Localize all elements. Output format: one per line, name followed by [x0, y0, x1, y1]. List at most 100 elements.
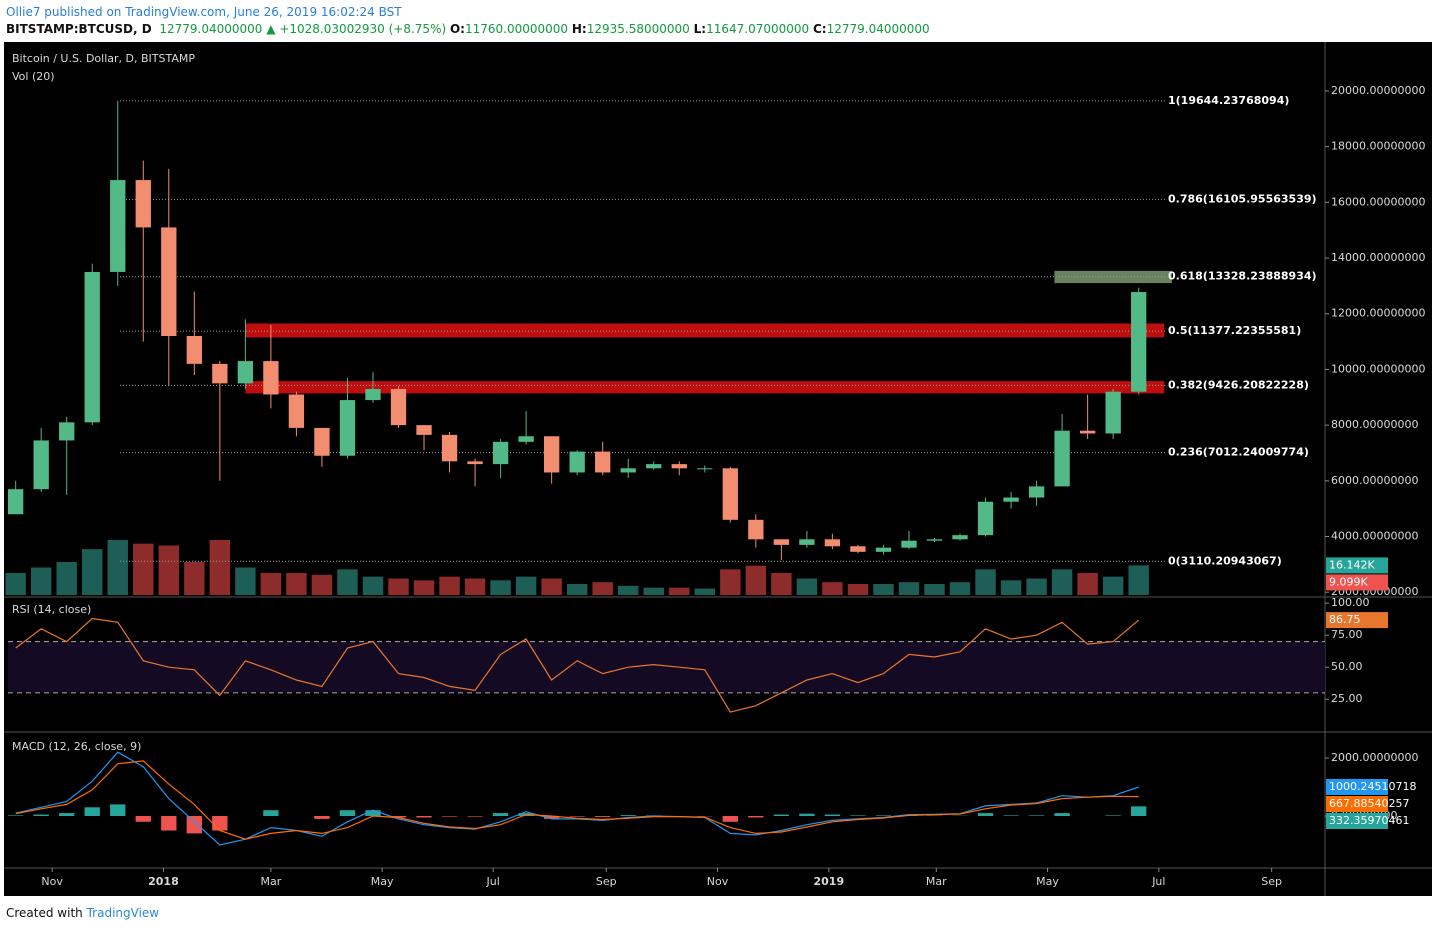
- candle-body: [1054, 430, 1070, 487]
- histogram-bar: [365, 810, 381, 817]
- volume-bar: [720, 569, 741, 595]
- volume-bar: [1102, 576, 1124, 595]
- brand[interactable]: TradingView: [86, 906, 160, 920]
- fib-label: 0.5(11377.22355581): [1168, 324, 1301, 337]
- zone: [245, 381, 1165, 394]
- volume-bar: [669, 587, 690, 595]
- candle-body: [263, 361, 279, 395]
- ohlc-value: 12779.04000000: [826, 22, 930, 36]
- chart-title: Bitcoin / U.S. Dollar, D, BITSTAMP: [12, 52, 195, 65]
- histogram-bar: [8, 815, 24, 817]
- volume-bar: [133, 543, 154, 595]
- value-badge: [1326, 612, 1388, 629]
- volume-bar: [924, 584, 945, 595]
- fib-label: 0.236(7012.24009774): [1168, 446, 1309, 459]
- y-tick-label: 14000.00000000: [1331, 251, 1425, 264]
- candle-body: [8, 489, 24, 515]
- x-tick-label: Sep: [1261, 875, 1282, 888]
- candle-body: [773, 539, 790, 545]
- volume-bar: [388, 578, 409, 595]
- volume-bar: [796, 578, 818, 595]
- publisher[interactable]: Ollie7 published on TradingView.com, Jun…: [6, 5, 402, 19]
- candle-body: [952, 535, 968, 540]
- histogram-bar: [1105, 815, 1121, 817]
- histogram-bar: [263, 810, 279, 817]
- value-badge-label: 1000.24510718: [1329, 780, 1416, 793]
- histogram-bar: [620, 815, 636, 817]
- value-badge: [1326, 778, 1388, 795]
- volume-title: Vol (20): [12, 70, 55, 83]
- value-badge-label: 86.75: [1329, 613, 1361, 626]
- volume-bar: [235, 567, 256, 595]
- volume-bar: [643, 587, 664, 595]
- candle-body: [1079, 430, 1096, 434]
- candle-body: [748, 519, 764, 540]
- candle-body: [390, 388, 407, 426]
- histogram-bar: [84, 807, 100, 817]
- candle-body: [467, 461, 483, 465]
- histogram-bar: [416, 816, 432, 818]
- histogram-bar: [186, 816, 202, 834]
- histogram-bar: [135, 816, 151, 822]
- candle-body: [186, 336, 202, 364]
- candle-body: [799, 539, 815, 545]
- y-tick-label: 100.00: [1331, 596, 1370, 609]
- candle-body: [237, 361, 254, 384]
- volume-bar: [82, 549, 103, 595]
- footer: Created with TradingView: [6, 906, 159, 920]
- volume-bar: [1000, 580, 1022, 595]
- candle-body: [110, 180, 126, 272]
- volume-bar: [184, 562, 205, 595]
- candle-body: [1028, 486, 1045, 498]
- histogram-bar: [33, 814, 49, 817]
- volume-bar: [1026, 578, 1047, 595]
- ohlc-value: 11647.07000000: [706, 22, 810, 36]
- histogram-bar: [314, 816, 330, 819]
- fib-label: 0.382(9426.20822228): [1168, 378, 1309, 391]
- histogram-bar: [977, 813, 994, 817]
- y-tick-label: 6000.00000000: [1331, 474, 1418, 487]
- y-tick-label: 75.00: [1331, 628, 1363, 641]
- value-badge-label: 16.142K: [1329, 558, 1375, 571]
- volume-bar: [847, 584, 869, 595]
- value-badge: [1326, 795, 1388, 812]
- histogram-bar: [390, 816, 407, 818]
- volume-bar: [515, 576, 537, 595]
- value-badge: [1326, 574, 1388, 591]
- y-tick-label: 8000.00000000: [1331, 418, 1418, 431]
- volume-bar: [541, 578, 562, 595]
- fib-label: 0.786(16105.95563539): [1168, 192, 1317, 205]
- candle-body: [1105, 391, 1121, 434]
- rsi-band: [8, 641, 1325, 693]
- candle-body: [365, 388, 381, 401]
- y-tick-label: 16000.00000000: [1331, 195, 1425, 208]
- volume-bar: [209, 540, 231, 595]
- candle-body: [339, 400, 356, 456]
- candle-body: [288, 394, 305, 428]
- symbol-info: BITSTAMP:BTCUSD, D 12779.04000000 ▲ +102…: [6, 22, 930, 36]
- x-tick-label: 2019: [814, 875, 845, 888]
- volume-bar: [1051, 569, 1073, 595]
- volume-bar: [362, 576, 384, 595]
- pane-title: RSI (14, close): [12, 603, 91, 616]
- volume-bar: [694, 588, 715, 595]
- candle-body: [620, 468, 636, 473]
- histogram-bar: [441, 816, 458, 817]
- x-tick-label: Jul: [1151, 875, 1165, 888]
- fib-label: 1(19644.23768094): [1168, 94, 1289, 107]
- candle-body: [33, 440, 49, 490]
- histogram-bar: [569, 816, 585, 817]
- candle-body: [212, 363, 228, 384]
- fib-label: 0.618(13328.23888934): [1168, 270, 1317, 283]
- candle-body: [595, 451, 611, 473]
- volume-bar: [949, 582, 971, 595]
- y-tick-label: 50.00: [1331, 660, 1363, 673]
- ohlc-key: H:: [571, 22, 587, 36]
- histogram-bar: [59, 813, 75, 817]
- ohlc: O:11760.00000000 H:12935.58000000 L:1164…: [450, 22, 930, 36]
- histogram-bar: [161, 816, 177, 831]
- volume-bar: [1077, 573, 1098, 595]
- symbol: BITSTAMP:BTCUSD, D: [6, 22, 152, 36]
- volume-bar: [873, 584, 894, 595]
- x-tick-label: Mar: [261, 875, 282, 888]
